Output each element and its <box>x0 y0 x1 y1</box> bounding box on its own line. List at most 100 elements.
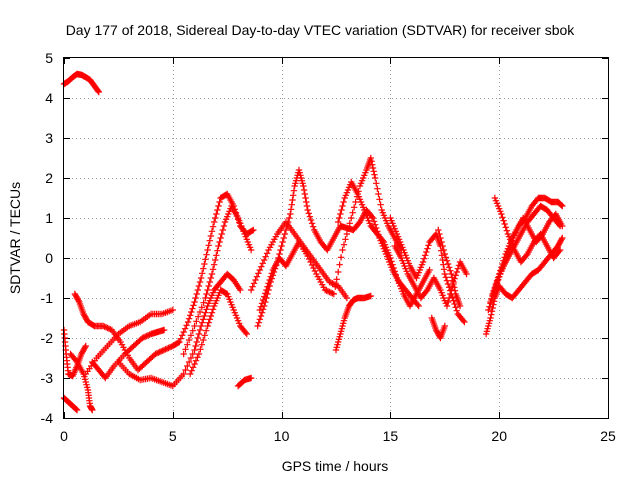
data-point <box>237 286 244 294</box>
data-point <box>222 290 230 297</box>
data-point <box>282 226 290 234</box>
data-point <box>165 344 172 352</box>
series-trace-p <box>387 214 468 326</box>
data-point <box>499 214 506 221</box>
data-point <box>451 287 459 294</box>
y-tick-labels: -4 -3 -2 -1 0 1 2 3 4 5 <box>41 50 54 426</box>
data-point <box>336 214 343 222</box>
data-point <box>422 252 429 259</box>
data-point <box>448 270 455 278</box>
data-point <box>369 161 376 168</box>
data-point <box>205 319 212 326</box>
data-point <box>447 267 454 274</box>
data-point <box>300 186 308 194</box>
data-point <box>208 270 216 278</box>
data-point <box>388 258 395 265</box>
data-point <box>157 348 165 355</box>
data-point <box>247 246 255 254</box>
data-point <box>255 270 262 277</box>
data-point <box>414 301 421 308</box>
data-point <box>153 350 161 357</box>
data-point <box>300 182 307 190</box>
data-point <box>192 357 200 364</box>
data-point <box>491 285 499 292</box>
data-point <box>440 266 448 273</box>
data-point <box>184 318 192 326</box>
data-point <box>195 350 203 358</box>
data-point <box>337 210 344 218</box>
data-point <box>376 196 383 203</box>
data-point <box>215 202 222 210</box>
data-point <box>441 250 448 258</box>
data-point <box>194 286 202 294</box>
data-point <box>392 271 400 278</box>
data-point <box>262 253 269 260</box>
data-point <box>350 204 358 211</box>
data-point <box>441 270 448 278</box>
data-point <box>188 367 195 374</box>
data-point <box>102 324 110 331</box>
data-point <box>367 292 375 300</box>
data-point <box>139 334 146 342</box>
data-point <box>193 290 200 298</box>
data-point <box>463 270 470 278</box>
data-point <box>206 316 213 323</box>
data-point <box>557 201 565 208</box>
data-point <box>444 260 452 268</box>
data-point <box>191 360 198 368</box>
data-point <box>203 251 210 258</box>
y-tick-label: 5 <box>45 50 53 66</box>
data-point <box>327 289 335 296</box>
data-point <box>441 322 448 330</box>
data-point <box>210 261 218 268</box>
plot-frame <box>63 57 609 419</box>
data-point <box>326 288 333 296</box>
data-point <box>99 322 107 330</box>
data-point <box>72 405 79 412</box>
data-point <box>242 329 249 336</box>
data-point <box>450 297 457 304</box>
data-point <box>501 259 508 266</box>
data-point <box>257 312 265 320</box>
data-point <box>338 206 345 214</box>
data-point <box>73 406 80 413</box>
data-point <box>258 263 265 270</box>
series-trace-w <box>491 194 564 266</box>
data-point <box>415 302 422 310</box>
data-point <box>250 280 258 287</box>
y-tick-label: 3 <box>45 130 53 146</box>
data-point <box>208 309 216 316</box>
data-point <box>278 242 285 250</box>
data-point <box>370 218 378 225</box>
data-point <box>205 282 212 290</box>
data-point <box>196 326 204 334</box>
data-point <box>445 264 453 271</box>
data-point <box>451 284 458 291</box>
data-point <box>281 230 289 238</box>
data-point <box>371 174 379 182</box>
data-point <box>266 276 273 284</box>
data-point <box>189 327 196 334</box>
data-point <box>279 238 286 246</box>
data-point <box>450 280 457 288</box>
data-point <box>213 210 220 218</box>
data-point <box>348 214 355 222</box>
data-point <box>449 294 456 301</box>
data-point <box>216 238 223 246</box>
data-point <box>152 350 159 358</box>
data-point <box>288 201 295 208</box>
series-trace-c <box>67 350 96 414</box>
data-point <box>456 302 464 310</box>
data-point <box>438 252 446 259</box>
data-point <box>220 222 228 230</box>
y-tick-label: -1 <box>41 290 54 306</box>
data-point <box>82 342 89 350</box>
data-point <box>490 288 497 296</box>
data-point <box>391 268 398 275</box>
data-point <box>419 258 427 266</box>
data-point <box>305 210 312 217</box>
data-point <box>180 328 187 336</box>
data-point <box>189 364 197 371</box>
data-point <box>155 349 162 356</box>
data-point <box>207 274 215 282</box>
